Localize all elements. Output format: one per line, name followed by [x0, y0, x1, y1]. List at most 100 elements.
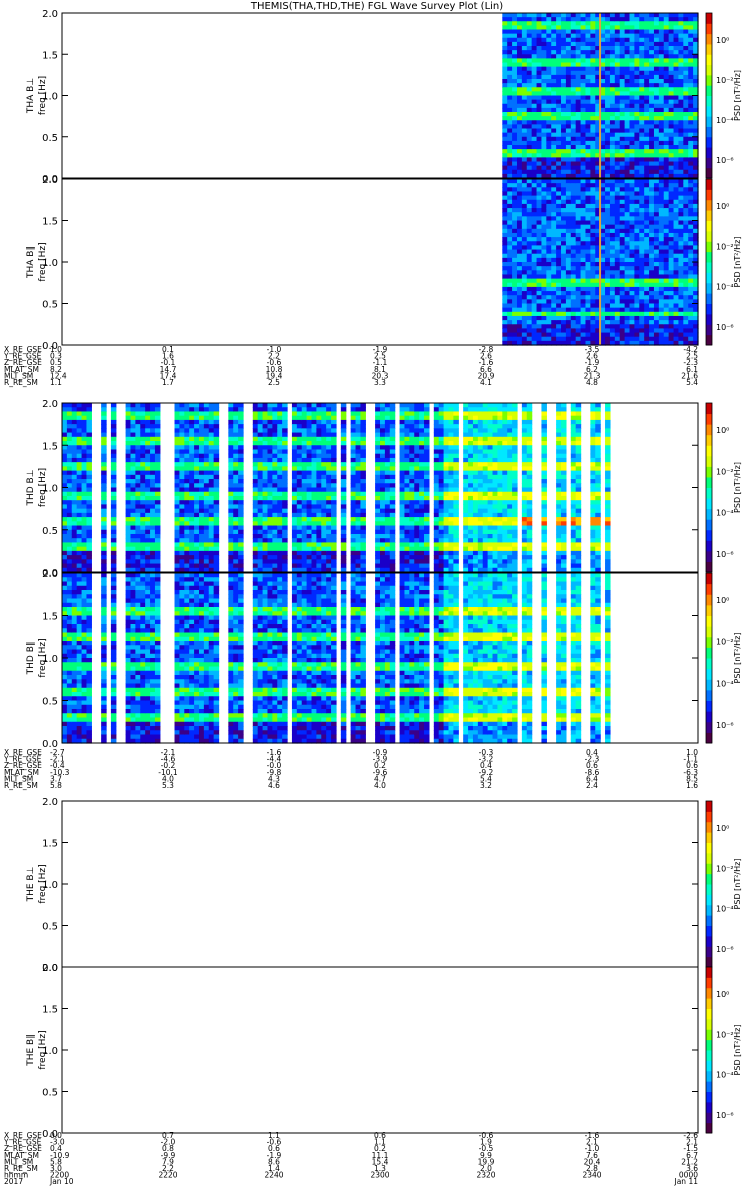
spectrogram-cell [81, 457, 88, 463]
spectrogram-cell [600, 299, 606, 305]
spectrogram-cell [585, 120, 591, 125]
spectrogram-cell [580, 187, 587, 193]
spectrogram-cell [296, 453, 303, 459]
spectrogram-cell [653, 13, 660, 18]
spectrogram-cell [296, 424, 303, 429]
spectrogram-cell [609, 282, 616, 288]
spectrogram-cell [331, 508, 337, 514]
spectrogram-cell [565, 340, 572, 346]
spectrogram-cell [101, 419, 107, 425]
spectrogram-cell [561, 13, 567, 18]
spectrogram-cell [605, 303, 611, 309]
spectrogram-cell [668, 253, 675, 259]
spectrogram-cell [546, 74, 552, 80]
spectrogram-cell [668, 324, 675, 329]
spectrogram-cell [561, 237, 567, 242]
spectrogram-cell [565, 58, 572, 64]
spectrogram-cell [140, 521, 146, 527]
spectrogram-cell [668, 116, 675, 121]
spectrogram-cell [678, 195, 684, 201]
spectrogram-cell [551, 282, 557, 288]
spectrogram-cell [624, 62, 631, 68]
spectrogram-cell [135, 542, 141, 548]
spectrogram-cell [580, 262, 587, 267]
spectrogram-cell [198, 403, 205, 408]
spectrogram-cell [512, 70, 518, 76]
spectrogram-cell [71, 487, 78, 493]
spectrogram-cell [526, 195, 533, 201]
spectrogram-cell [76, 504, 83, 510]
spectrogram-cell [203, 559, 210, 565]
spectrogram-cell [561, 169, 567, 175]
spectrogram-cell [541, 340, 547, 346]
spectrogram-cell [570, 270, 577, 276]
spectrogram-cell [150, 512, 156, 518]
spectrogram-cell [556, 83, 562, 88]
spectrogram-cell [683, 324, 689, 329]
spectrogram-cell [252, 479, 259, 484]
spectrogram-cell [590, 87, 596, 92]
spectrogram-cell [306, 436, 313, 442]
spectrogram-cell [624, 203, 631, 209]
spectrogram-cell [639, 266, 645, 271]
spectrogram-cell [658, 33, 665, 39]
spectrogram-cell [590, 37, 596, 43]
spectrogram-cell [213, 403, 220, 408]
spectrogram-cell [570, 58, 577, 64]
spectrogram-cell [140, 563, 146, 569]
spectrogram-cell [551, 153, 557, 158]
spectrogram-cell [296, 538, 303, 544]
spectrogram-cell [502, 149, 508, 154]
spectrogram-cell [62, 495, 68, 501]
spectrogram-cell [658, 157, 665, 163]
spectrogram-cell [86, 567, 92, 573]
spectrogram-cell [639, 291, 645, 296]
spectrogram-cell [629, 274, 635, 280]
spectrogram-cell [311, 445, 317, 451]
spectrogram-cell [101, 415, 107, 421]
spectrogram-cell [301, 436, 308, 442]
spectrogram-cell [609, 266, 616, 271]
spectrogram-cell [174, 415, 181, 421]
spectrogram-cell [184, 436, 190, 442]
spectrogram-cell [634, 183, 640, 188]
spectrogram-cell [561, 274, 567, 280]
spectrogram-cell [71, 403, 78, 408]
spectrogram-cell [570, 187, 577, 193]
spectrogram-cell [658, 266, 665, 271]
spectrogram-cell [658, 187, 665, 193]
spectrogram-cell [585, 183, 591, 188]
spectrogram-cell [512, 33, 518, 39]
spectrogram-cell [507, 183, 513, 188]
spectrogram-cell [526, 278, 533, 284]
spectrogram-cell [668, 54, 675, 59]
spectrogram-cell [678, 274, 684, 280]
spectrogram-cell [228, 453, 234, 459]
spectrogram-cell [609, 340, 616, 346]
spectrogram-cell [673, 332, 680, 338]
freq-axis-label: freq [Hz] [38, 76, 48, 115]
spectrogram-cell [678, 278, 684, 284]
spectrogram-cell [512, 212, 518, 217]
spectrogram-cell [257, 411, 264, 417]
spectrogram-cell [693, 74, 699, 80]
spectrogram-cell [208, 563, 215, 569]
spectrogram-cell [639, 116, 645, 121]
spectrogram-cell [262, 453, 269, 459]
spectrogram-cell [516, 169, 523, 175]
spectrogram-cell [649, 299, 655, 305]
spectrogram-cell [291, 567, 298, 573]
spectrogram-cell [565, 87, 572, 92]
spectrogram-cell [546, 33, 552, 39]
spectrogram-cell [653, 66, 660, 72]
spectrogram-cell [150, 487, 156, 493]
spectrogram-cell [575, 195, 582, 201]
spectrogram-cell [556, 299, 562, 305]
spectrogram-cell [609, 112, 616, 117]
spectrogram-cell [541, 295, 547, 300]
spectrogram-cell [66, 487, 73, 493]
spectrogram-cell [585, 241, 591, 246]
spectrogram-cell [536, 107, 543, 113]
spectrogram-cell [252, 424, 259, 429]
spectrogram-cell [683, 54, 689, 59]
